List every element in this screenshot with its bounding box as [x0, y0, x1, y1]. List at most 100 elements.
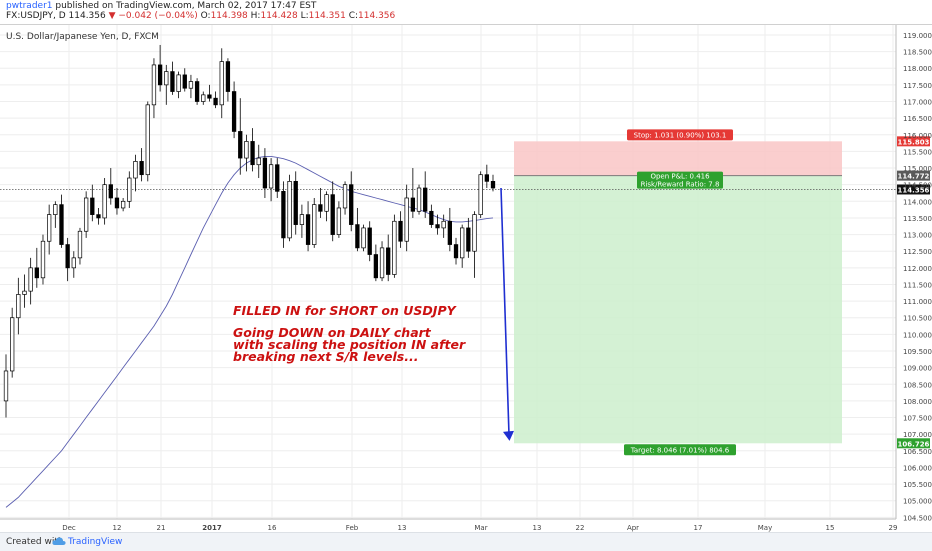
candle — [219, 48, 224, 119]
candle — [96, 207, 101, 225]
candle — [361, 224, 366, 252]
low-value: 114.351 — [308, 11, 346, 21]
candle — [182, 68, 187, 92]
current-price-tag: 114.356 — [897, 184, 930, 195]
candle-body-down — [349, 184, 354, 225]
candle — [410, 168, 416, 218]
candle — [53, 201, 58, 228]
candle-body-up — [268, 164, 274, 189]
annotation-line-3: with scaling the position IN after — [233, 337, 466, 352]
candle — [170, 61, 175, 95]
candle — [460, 224, 465, 268]
x-tick-label: Mar — [474, 524, 487, 532]
x-tick-label: 29 — [889, 524, 898, 532]
candle — [83, 191, 89, 238]
candle-body-down — [305, 214, 311, 245]
chart-frame: Stop: 1.031 (0.90%) 103.1 Open P&L: 0.416… — [0, 24, 932, 533]
y-tick-label: 108.000 — [903, 398, 932, 406]
tradingview-brand-link[interactable]: TradingView — [68, 537, 123, 547]
stop-price-tag-bg — [897, 136, 930, 147]
candle — [244, 134, 249, 172]
candle — [342, 181, 348, 215]
candle — [22, 274, 27, 308]
candle — [268, 158, 274, 202]
candle-body-down — [250, 141, 255, 166]
author-link[interactable]: pwtrader1 — [6, 1, 53, 11]
candle-body-down — [207, 94, 212, 99]
x-tick-label: 22 — [576, 524, 585, 532]
annotation-line-4: breaking next S/R levels... — [233, 349, 419, 364]
candle-body-up — [16, 294, 21, 319]
open-label: O: — [200, 11, 211, 21]
candle — [355, 207, 360, 252]
candle-body-up — [3, 370, 9, 402]
current-price-tag-text: 114.356 — [898, 186, 930, 194]
header-row-author: pwtrader1 published on TradingView.com, … — [6, 1, 316, 11]
high-value: 114.428 — [260, 11, 298, 21]
header-bar: pwtrader1 published on TradingView.com, … — [0, 0, 932, 22]
candle — [324, 191, 329, 222]
low-label: L: — [300, 11, 309, 21]
position-zones — [0, 141, 896, 444]
last-price: 114.356 — [68, 11, 106, 21]
candle-body-down — [466, 227, 471, 252]
candle — [188, 74, 194, 99]
candle — [213, 91, 218, 109]
candle-body-down — [318, 204, 323, 212]
y-tick-label: 115.500 — [903, 148, 932, 156]
candle-body-down — [423, 187, 428, 212]
candle — [114, 188, 120, 215]
candle — [299, 204, 305, 238]
candle — [373, 244, 379, 282]
candle — [275, 158, 280, 198]
candle-body-up — [460, 227, 465, 259]
candle — [77, 227, 83, 265]
candle-body-down — [398, 220, 403, 242]
candle — [466, 217, 471, 258]
candle-body-down — [275, 164, 280, 192]
open-value: 114.398 — [210, 11, 248, 21]
y-tick-label: 111.000 — [903, 298, 932, 306]
candle-body-up — [379, 247, 385, 279]
candle — [472, 211, 477, 278]
candle-body-down — [330, 194, 335, 235]
y-tick-label: 109.500 — [903, 348, 932, 356]
candle-body-up — [22, 290, 27, 295]
candle-body-down — [182, 74, 187, 89]
close-label: C: — [348, 11, 359, 21]
candle-body-up — [392, 220, 397, 275]
y-tick-label: 110.500 — [903, 315, 932, 323]
candle — [16, 277, 21, 335]
stop-label-text: Stop: 1.031 (0.90%) 103.1 — [634, 131, 727, 139]
candle — [133, 154, 138, 192]
candle — [71, 251, 76, 278]
y-tick-label: 114.000 — [903, 198, 932, 206]
y-tick-label: 108.500 — [903, 381, 932, 389]
candle-body-up — [151, 64, 157, 106]
chart-title: U.S. Dollar/Japanese Yen, D, FXCM — [6, 32, 159, 42]
candle-body-down — [139, 161, 144, 176]
candle-body-up — [219, 61, 224, 106]
y-tick-label: 119.000 — [903, 32, 932, 40]
y-tick-label: 105.000 — [903, 498, 932, 506]
candle-body-up — [312, 204, 317, 245]
annotation-line-2: Going DOWN on DAILY chart — [233, 325, 432, 340]
candle-body-up — [28, 267, 33, 292]
price-chart[interactable]: Stop: 1.031 (0.90%) 103.1 Open P&L: 0.416… — [0, 25, 932, 533]
candle — [287, 174, 292, 242]
candle — [145, 101, 150, 182]
high-label: H: — [250, 11, 261, 21]
y-tick-label: 112.500 — [903, 248, 932, 256]
candle-body-up — [133, 161, 138, 179]
tradingview-cloud-icon — [52, 537, 66, 545]
target-price-tag-bg — [897, 438, 930, 449]
candle — [201, 91, 206, 105]
candle — [231, 81, 237, 139]
candles-layer — [3, 44, 496, 418]
candle — [392, 214, 397, 278]
candle — [207, 84, 212, 102]
position-labels: Stop: 1.031 (0.90%) 103.1 Open P&L: 0.416… — [500, 129, 930, 456]
header-row-quote: FX:USDJPY, D 114.356 ▼ −0.042 (−0.04%) O… — [6, 11, 395, 21]
y-tick-label: 116.000 — [903, 132, 932, 140]
symbol-label: FX:USDJPY, D — [6, 11, 66, 21]
